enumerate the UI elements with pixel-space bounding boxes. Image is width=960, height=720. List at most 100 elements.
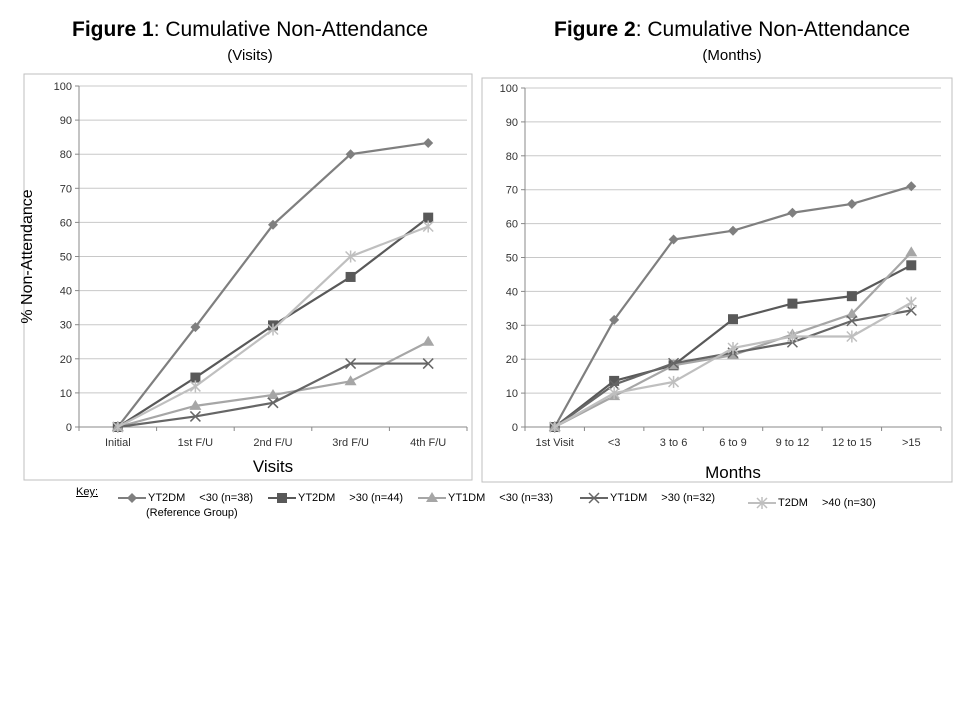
legend-desc: >30 (n=44) bbox=[349, 492, 404, 504]
chart-1: 0 10 20 30 40 50 60 70 80 90 100 Initial 1st F/U 2nd … bbox=[19, 73, 473, 481]
x-tick-label: 3rd F/U bbox=[332, 437, 369, 449]
x-axis-title: Months bbox=[705, 463, 761, 482]
data-point bbox=[906, 181, 917, 192]
figure-1-subtitle: (Visits) bbox=[227, 47, 273, 64]
y-tick-label: 60 bbox=[60, 217, 72, 229]
series-5 bbox=[112, 220, 434, 433]
x-tick-label: 12 to 15 bbox=[832, 437, 872, 449]
data-point bbox=[668, 234, 679, 245]
legend-marker bbox=[756, 497, 768, 510]
x-tick-label: >15 bbox=[902, 437, 921, 449]
data-point bbox=[189, 380, 201, 393]
x-tick-label: <3 bbox=[608, 437, 621, 449]
y-tick-label: 10 bbox=[60, 388, 72, 400]
y-tick-label: 90 bbox=[60, 115, 72, 127]
data-point bbox=[905, 246, 918, 257]
legend-item: YT1DM >30 (n=32) bbox=[580, 492, 715, 504]
y-tick-label: 0 bbox=[66, 422, 72, 434]
legend-desc: >40 (n=30) bbox=[821, 497, 876, 509]
data-point bbox=[608, 387, 620, 400]
legend-marker bbox=[127, 493, 137, 504]
y-tick-label: 20 bbox=[506, 354, 518, 366]
chart-frame bbox=[23, 73, 473, 481]
data-point bbox=[268, 219, 278, 230]
y-tick-label: 10 bbox=[506, 388, 518, 400]
data-point bbox=[905, 304, 917, 316]
data-point bbox=[845, 308, 858, 319]
figure-1-title: Figure 1: Cumulative Non-Attendance bbox=[72, 18, 428, 41]
legend-swatch bbox=[268, 493, 296, 504]
data-point bbox=[423, 212, 434, 223]
data-point bbox=[422, 335, 435, 346]
y-tick-label: 30 bbox=[60, 320, 72, 332]
data-point bbox=[549, 421, 561, 433]
series-5 bbox=[549, 296, 917, 433]
y-tick-label: 0 bbox=[512, 422, 518, 434]
data-point bbox=[609, 375, 620, 386]
data-point bbox=[728, 314, 738, 325]
data-point bbox=[846, 198, 857, 209]
legend-marker bbox=[426, 492, 438, 503]
x-tick-label: 9 to 12 bbox=[776, 437, 810, 449]
y-tick-label: 50 bbox=[60, 252, 72, 264]
legend-marker bbox=[588, 492, 600, 504]
data-point bbox=[267, 323, 279, 336]
legend-reference-note: (Reference Group) bbox=[146, 507, 238, 519]
data-point bbox=[668, 375, 680, 388]
legend-desc: <30 (n=38) bbox=[199, 492, 254, 504]
legend-swatch bbox=[118, 493, 146, 504]
y-tick-label: 40 bbox=[506, 286, 518, 298]
x-tick-label: 3 to 6 bbox=[660, 437, 688, 449]
legend-desc: <30 (n=33) bbox=[499, 492, 554, 504]
data-point bbox=[609, 314, 620, 325]
y-tick-label: 70 bbox=[60, 183, 72, 195]
figure-2-title: Figure 2: Cumulative Non-Attendance bbox=[554, 18, 910, 41]
data-point bbox=[905, 296, 917, 309]
y-tick-label: 80 bbox=[506, 151, 518, 163]
data-point bbox=[345, 250, 357, 263]
legend-name: T2DM bbox=[778, 497, 808, 509]
data-point bbox=[267, 388, 279, 399]
data-point bbox=[189, 410, 201, 422]
x-tick-label: 4th F/U bbox=[410, 437, 446, 449]
y-tick-label: 100 bbox=[500, 83, 518, 95]
data-point bbox=[787, 207, 798, 218]
key-label: Key: bbox=[76, 486, 99, 498]
x-tick-label: 6 to 9 bbox=[719, 437, 747, 449]
chart-2: 0 10 20 30 40 50 60 70 80 90 100 1st Visit <3 3 to 6 6… bbox=[481, 77, 953, 483]
data-point bbox=[345, 358, 357, 370]
data-point bbox=[608, 379, 620, 391]
data-point bbox=[190, 372, 201, 383]
data-point bbox=[267, 397, 279, 409]
data-point bbox=[112, 421, 124, 433]
data-point bbox=[906, 260, 917, 271]
x-tick-label: 2nd F/U bbox=[253, 437, 292, 449]
legend-name: YT2DM bbox=[148, 492, 186, 504]
data-point bbox=[190, 322, 201, 333]
x-tick-label: 1st F/U bbox=[178, 437, 214, 449]
data-point bbox=[846, 291, 857, 302]
data-point bbox=[189, 399, 202, 410]
data-point bbox=[668, 357, 680, 369]
data-point bbox=[846, 315, 858, 327]
legend-name: YT1DM bbox=[448, 492, 486, 504]
y-tick-label: 20 bbox=[60, 354, 72, 366]
data-point bbox=[423, 137, 434, 148]
figure-2-subtitle: (Months) bbox=[702, 47, 762, 64]
data-point bbox=[344, 375, 357, 386]
series-3 bbox=[111, 335, 435, 431]
x-axis-title: Visits bbox=[253, 457, 293, 476]
y-tick-label: 100 bbox=[54, 81, 72, 93]
y-tick-label: 80 bbox=[60, 149, 72, 161]
legend-item: T2DM >40 (n=30) bbox=[748, 497, 876, 510]
y-axis-title: % Non-Attendance bbox=[19, 189, 36, 323]
y-tick-label: 40 bbox=[60, 286, 72, 298]
legend-item: YT2DM <30 (n=38) bbox=[118, 492, 253, 504]
data-point bbox=[422, 220, 434, 233]
y-tick-label: 50 bbox=[506, 253, 518, 265]
legend-swatch bbox=[748, 497, 776, 510]
data-point bbox=[345, 149, 356, 160]
y-tick-label: 70 bbox=[506, 185, 518, 197]
legend-item: YT1DM <30 (n=33) bbox=[418, 492, 553, 504]
